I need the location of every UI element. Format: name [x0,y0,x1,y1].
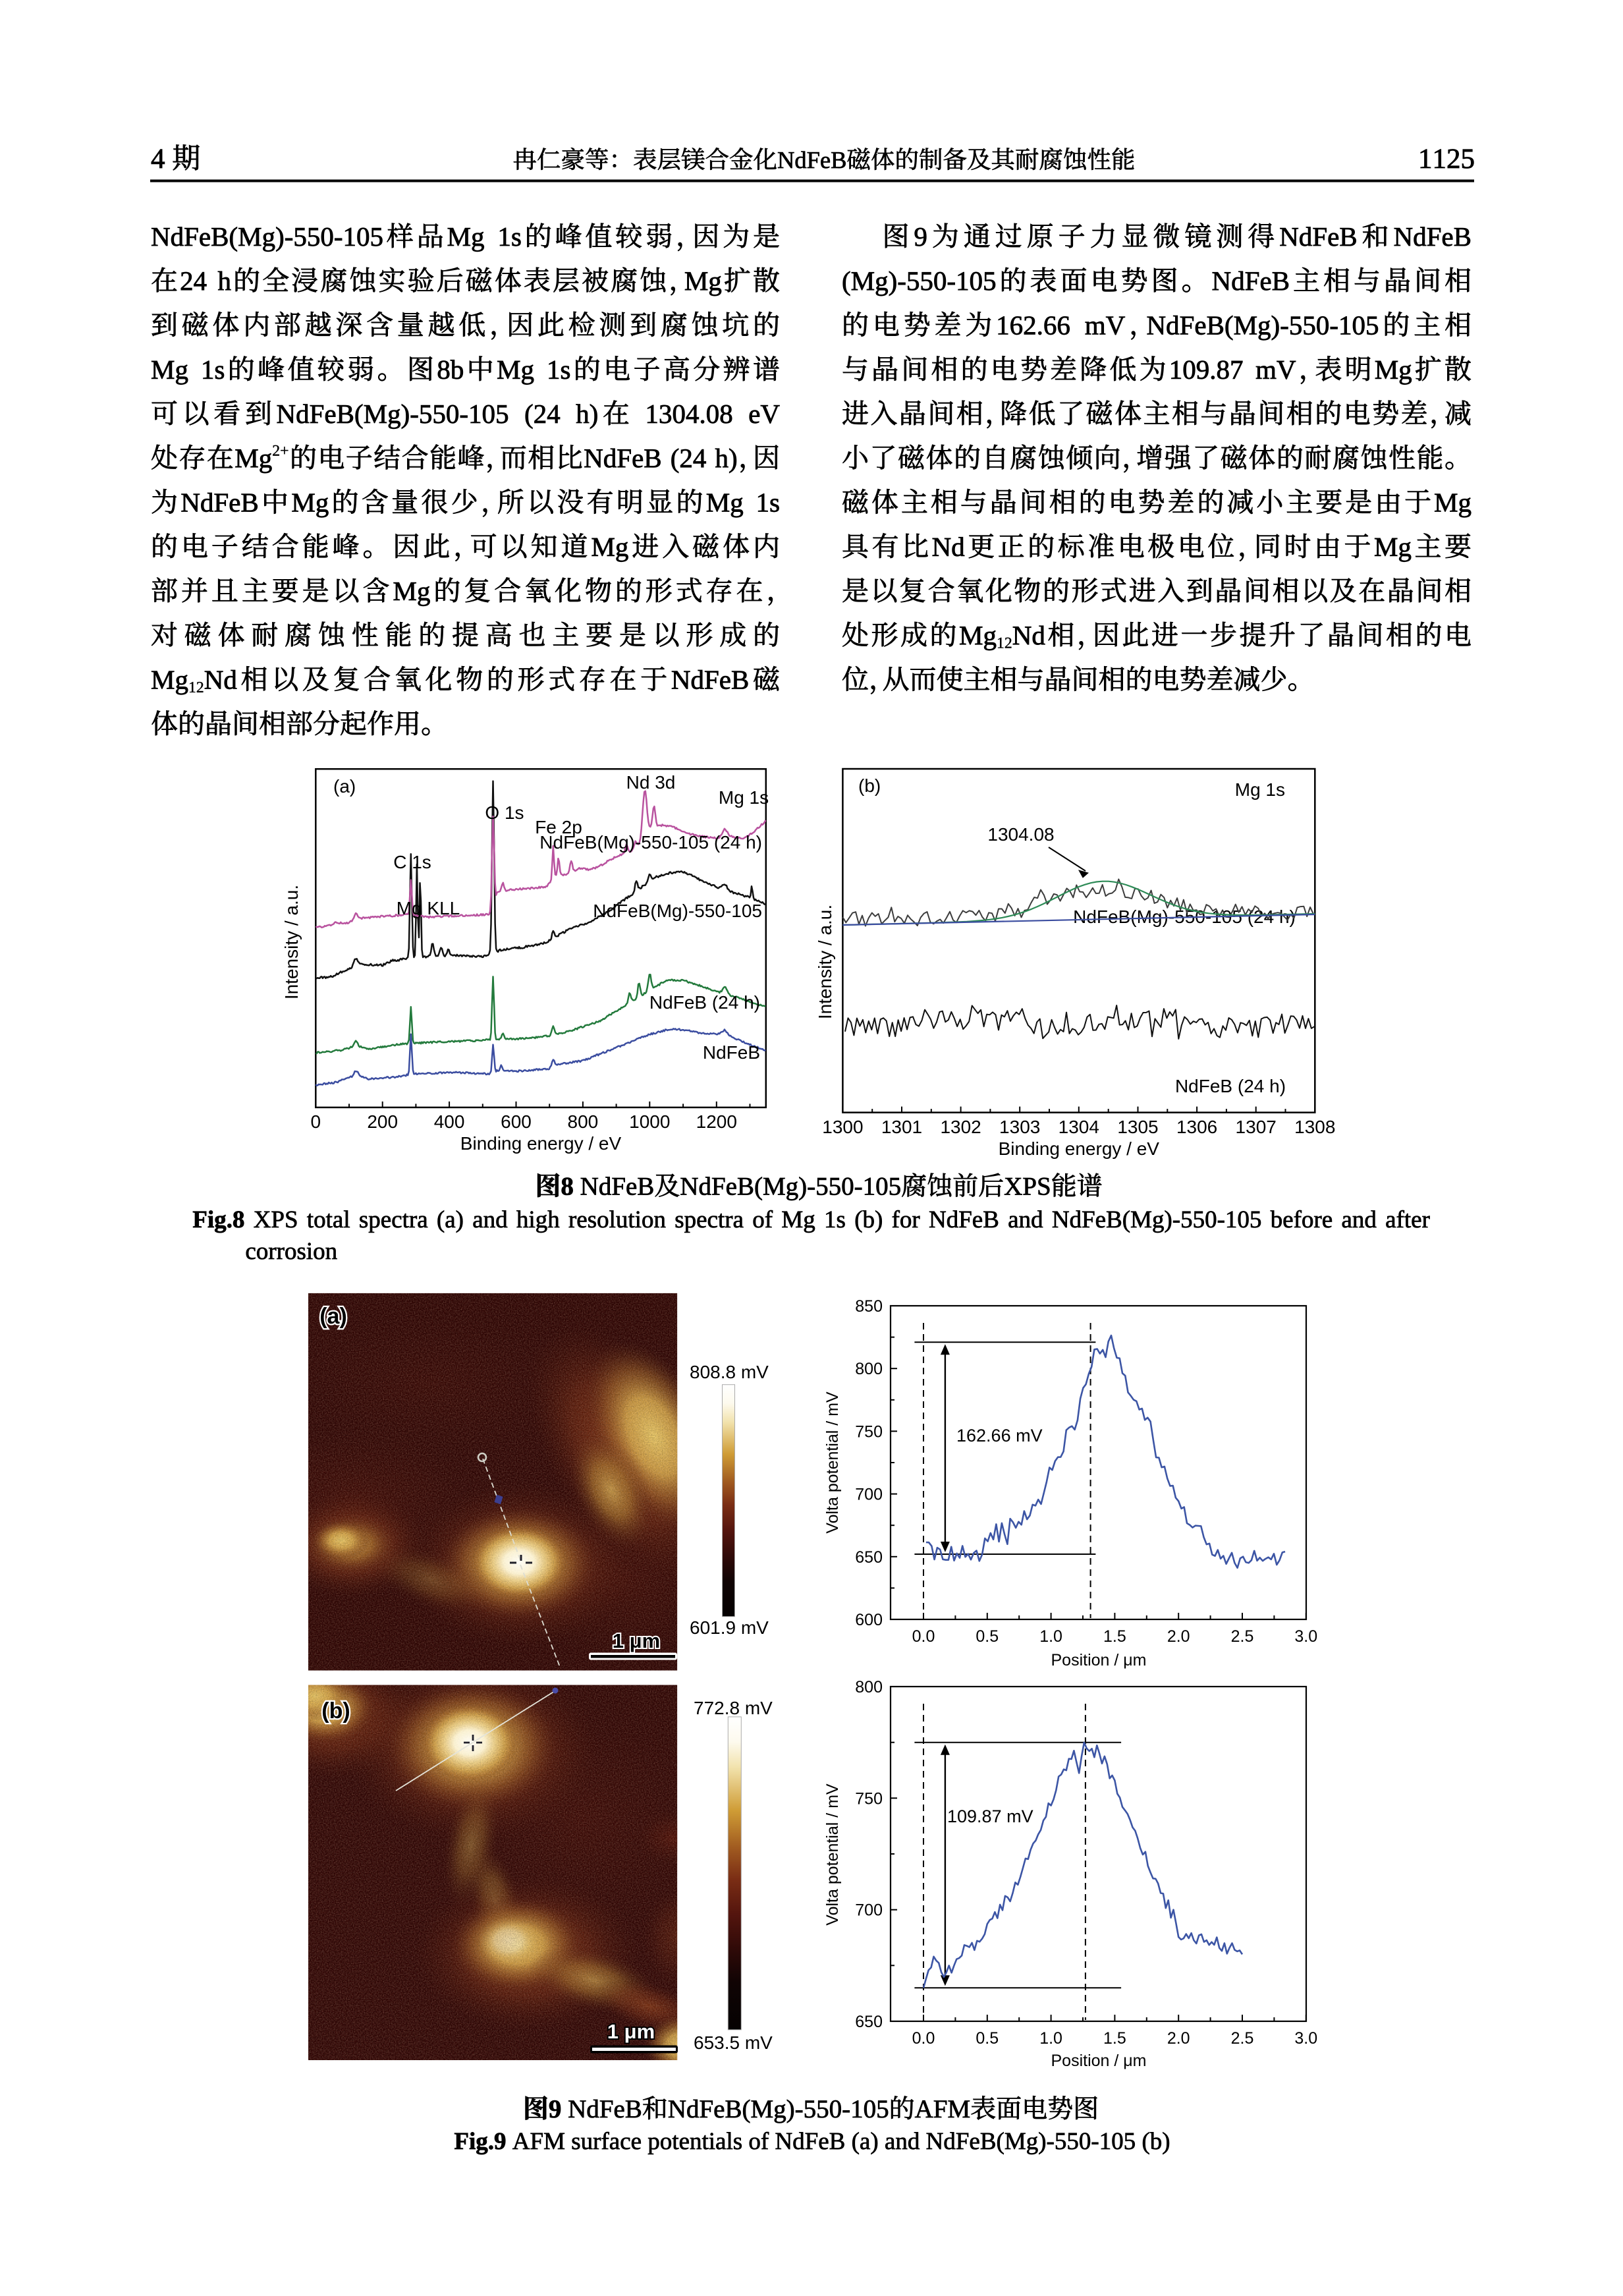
svg-text:Mg 1s: Mg 1s [1235,779,1285,800]
svg-text:601.9 mV: 601.9 mV [690,1617,769,1638]
svg-text:1.0: 1.0 [1039,1627,1062,1646]
svg-text:1 μm: 1 μm [613,1629,660,1652]
svg-text:1301: 1301 [881,1117,922,1137]
svg-text:1 μm: 1 μm [607,2020,655,2043]
svg-text:2.5: 2.5 [1231,1627,1254,1646]
svg-text:808.8 mV: 808.8 mV [690,1362,769,1382]
svg-text:1.5: 1.5 [1103,1627,1126,1646]
svg-text:700: 700 [855,1486,883,1504]
svg-text:0: 0 [311,1111,321,1132]
svg-text:1306: 1306 [1176,1117,1217,1137]
svg-text:Position / μm: Position / μm [1051,2052,1146,2070]
svg-text:600: 600 [501,1111,532,1132]
svg-text:1307: 1307 [1236,1117,1277,1137]
svg-text:200: 200 [367,1111,398,1132]
svg-text:750: 750 [855,1789,883,1808]
svg-text:109.87 mV: 109.87 mV [947,1806,1033,1826]
svg-text:Position / μm: Position / μm [1051,1651,1146,1669]
svg-text:C 1s: C 1s [393,852,431,872]
svg-text:0.0: 0.0 [912,1627,935,1646]
svg-text:Fe 2p: Fe 2p [535,817,582,837]
svg-text:(b): (b) [321,1698,350,1723]
svg-text:800: 800 [855,1678,883,1696]
svg-text:1.0: 1.0 [1039,2029,1062,2048]
svg-text:Binding energy / eV: Binding energy / eV [460,1133,622,1154]
svg-text:O 1s: O 1s [485,802,524,823]
svg-text:1000: 1000 [629,1111,670,1132]
svg-text:3.0: 3.0 [1294,1627,1317,1646]
svg-text:1.5: 1.5 [1103,2029,1126,2048]
svg-text:1305: 1305 [1117,1117,1158,1137]
svg-text:0.5: 0.5 [976,2029,999,2048]
svg-text:750: 750 [855,1422,883,1441]
svg-text:2.5: 2.5 [1231,2029,1254,2048]
svg-text:Mg 1s: Mg 1s [719,787,769,808]
svg-text:162.66 mV: 162.66 mV [956,1426,1043,1445]
svg-text:1308: 1308 [1294,1117,1335,1137]
svg-text:NdFeB(Mg)-550-105 (24 h): NdFeB(Mg)-550-105 (24 h) [539,832,762,853]
svg-text:(a): (a) [333,776,356,797]
svg-text:1304: 1304 [1059,1117,1099,1137]
svg-text:0.5: 0.5 [976,1627,999,1646]
svg-text:0.0: 0.0 [912,2029,935,2048]
svg-text:700: 700 [855,1901,883,1920]
svg-text:Intensity / a.u.: Intensity / a.u. [815,905,835,1019]
svg-text:1200: 1200 [696,1111,737,1132]
svg-text:Volta potential / mV: Volta potential / mV [823,1391,842,1534]
svg-text:800: 800 [568,1111,599,1132]
svg-text:3.0: 3.0 [1294,2029,1317,2048]
svg-text:650: 650 [855,2013,883,2031]
svg-text:Intensity / a.u.: Intensity / a.u. [281,885,302,999]
svg-text:1304.08: 1304.08 [987,824,1054,845]
svg-text:772.8 mV: 772.8 mV [694,1698,773,1718]
svg-text:1303: 1303 [999,1117,1040,1137]
svg-text:Nd 3d: Nd 3d [626,772,676,793]
svg-text:Mg KLL: Mg KLL [397,898,460,918]
svg-text:Binding energy / eV: Binding energy / eV [999,1138,1160,1159]
svg-text:NdFeB (24 h): NdFeB (24 h) [1175,1076,1286,1096]
svg-text:(a): (a) [319,1304,347,1329]
svg-text:600: 600 [855,1611,883,1629]
svg-text:850: 850 [855,1297,883,1316]
svg-text:650: 650 [855,1548,883,1567]
svg-text:NdFeB(Mg)-550-105: NdFeB(Mg)-550-105 [593,901,762,921]
svg-text:Volta potential / mV: Volta potential / mV [823,1783,842,1926]
svg-text:400: 400 [434,1111,465,1132]
svg-text:653.5 mV: 653.5 mV [694,2032,773,2053]
svg-text:2.0: 2.0 [1167,2029,1190,2048]
svg-text:NdFeB (24 h): NdFeB (24 h) [649,992,760,1013]
svg-text:1300: 1300 [822,1117,863,1137]
svg-text:800: 800 [855,1360,883,1378]
svg-text:(b): (b) [858,775,881,796]
svg-text:2.0: 2.0 [1167,1627,1190,1646]
svg-text:NdFeB: NdFeB [703,1042,760,1063]
svg-text:1302: 1302 [940,1117,981,1137]
